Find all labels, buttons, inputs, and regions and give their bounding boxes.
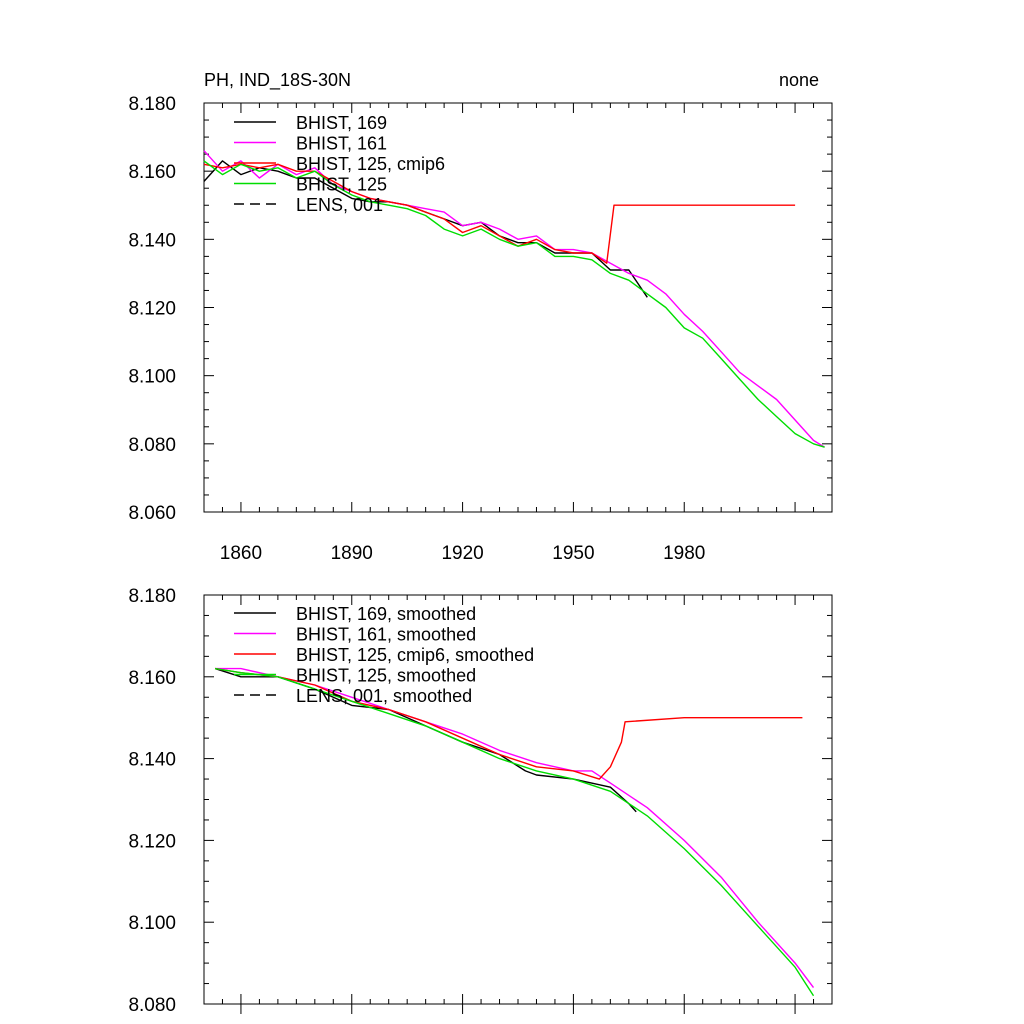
bottom-panel: 8.080 8.100 8.120 8.140 8.160 8.180 BHIST, 169… — [128, 586, 833, 1016]
legend-label-0: BHIST, 169, smoothed — [296, 604, 476, 624]
legend-label-3: BHIST, 125 — [296, 175, 387, 195]
series-line-3 — [203, 160, 825, 448]
legend-label-2: BHIST, 125, cmip6, smoothed — [296, 645, 534, 665]
legend-label-4: LENS, 001 — [296, 195, 383, 215]
y-tick-label: 8.180 — [128, 586, 176, 607]
y-tick-label: 8.100 — [128, 367, 176, 388]
x-tick-label: 1890 — [331, 543, 373, 564]
x-tick-label: 1860 — [220, 543, 262, 564]
y-tick-label: 8.100 — [128, 913, 176, 934]
series-line-3 — [214, 667, 815, 997]
y-tick-label: 8.120 — [128, 299, 176, 320]
series-line-2 — [203, 163, 796, 264]
legend-label-0: BHIST, 169 — [296, 113, 387, 133]
legend-label-1: BHIST, 161, smoothed — [296, 625, 476, 645]
y-tick-label: 8.060 — [128, 503, 176, 524]
series-line-2 — [214, 667, 803, 780]
x-tick-label: 1980 — [663, 543, 705, 564]
y-tick-label: 8.160 — [128, 162, 176, 183]
legend-label-3: BHIST, 125, smoothed — [296, 666, 476, 686]
chart-title-right: none — [779, 70, 819, 90]
legend-label-4: LENS, 001, smoothed — [296, 686, 472, 706]
series-line-0 — [203, 160, 648, 298]
chart-title-left: PH, IND_18S-30N — [204, 70, 351, 91]
legend-label-1: BHIST, 161 — [296, 134, 387, 154]
y-tick-label: 8.140 — [128, 230, 176, 251]
x-tick-label: 1920 — [441, 543, 483, 564]
series-line-1 — [203, 150, 825, 448]
y-tick-label: 8.080 — [128, 435, 176, 456]
legend-label-2: BHIST, 125, cmip6 — [296, 154, 445, 174]
y-tick-label: 8.160 — [128, 668, 176, 689]
y-tick-label: 8.140 — [128, 750, 176, 771]
y-tick-label: 8.120 — [128, 831, 176, 852]
y-tick-label: 8.080 — [128, 995, 176, 1016]
x-tick-label: 1950 — [552, 543, 594, 564]
y-tick-label: 8.180 — [128, 94, 176, 115]
top-panel: 8.060 8.080 8.100 8.120 8.140 8.160 8.180 1860 1… — [128, 94, 833, 564]
series-line-1 — [215, 667, 815, 989]
